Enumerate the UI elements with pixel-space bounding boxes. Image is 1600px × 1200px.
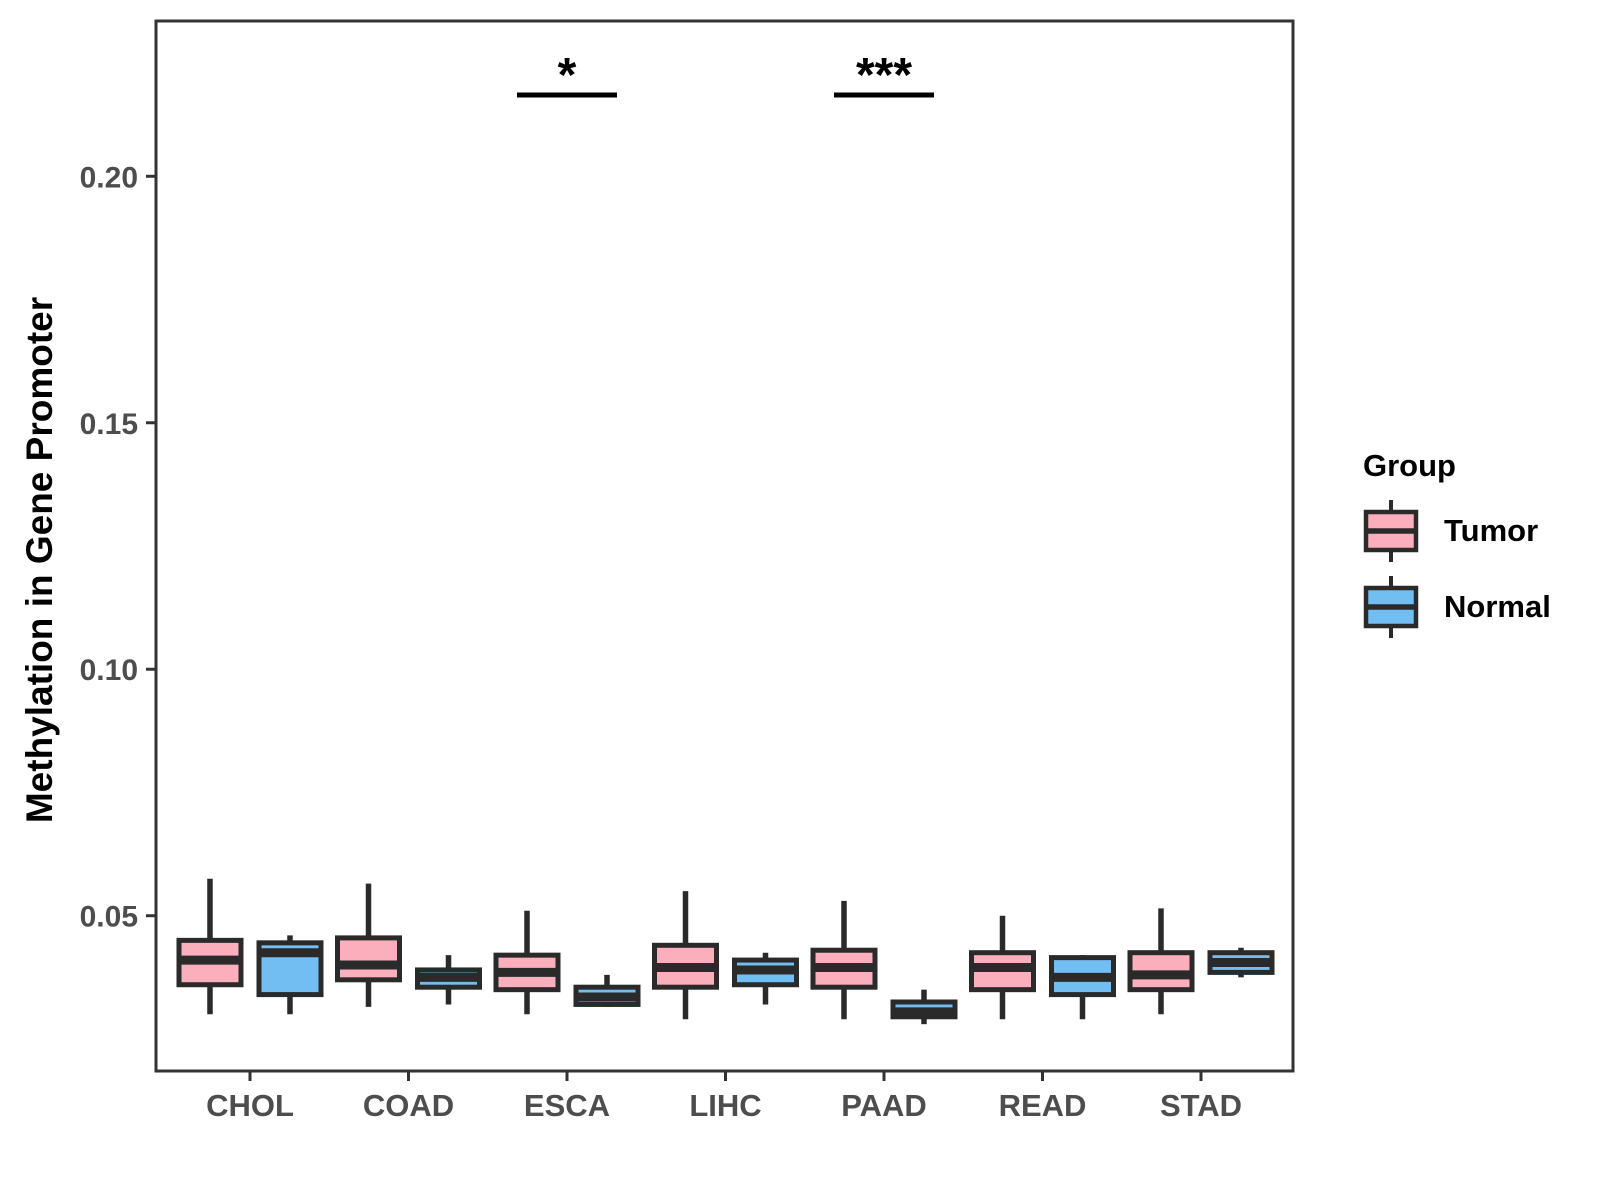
legend-label-normal: Normal bbox=[1444, 589, 1551, 624]
significance-paad: *** bbox=[834, 49, 934, 102]
box-normal-coad bbox=[415, 955, 482, 1005]
y-tick-label: 0.15 bbox=[80, 408, 138, 441]
normal-boxplot-key-icon bbox=[1363, 576, 1419, 638]
box-tumor-chol bbox=[176, 878, 244, 1015]
box-normal-paad bbox=[890, 989, 958, 1025]
x-tick-label-paad: PAAD bbox=[841, 1088, 927, 1123]
legend-item-normal: Normal bbox=[1363, 574, 1551, 640]
box-tumor-lihc bbox=[652, 891, 719, 1020]
box-tumor-paad bbox=[810, 900, 878, 1020]
box-normal-esca bbox=[573, 974, 641, 1007]
box-tumor-esca bbox=[493, 910, 561, 1015]
x-tick-label-stad: STAD bbox=[1160, 1088, 1242, 1123]
y-tick-label: 0.05 bbox=[80, 901, 138, 934]
iqr-box bbox=[335, 935, 402, 983]
y-tick-label: 0.20 bbox=[80, 161, 138, 194]
y-axis-title: Methylation in Gene Promoter bbox=[19, 296, 60, 824]
legend-item-tumor: Tumor bbox=[1363, 498, 1551, 564]
box-normal-lihc bbox=[732, 952, 799, 1005]
box-tumor-stad bbox=[1127, 908, 1195, 1015]
x-tick-label-read: READ bbox=[999, 1088, 1087, 1123]
legend-title: Group bbox=[1363, 448, 1456, 483]
y-tick-label: 0.10 bbox=[80, 654, 138, 687]
plot-panel bbox=[154, 19, 1295, 1073]
significance-esca: * bbox=[517, 49, 617, 102]
significance-stars: *** bbox=[856, 49, 912, 102]
significance-stars: * bbox=[558, 49, 577, 102]
x-tick-label-chol: CHOL bbox=[206, 1088, 294, 1123]
x-tick-label-coad: COAD bbox=[363, 1088, 454, 1123]
box-normal-read bbox=[1049, 955, 1116, 1020]
x-tick-label-esca: ESCA bbox=[524, 1088, 610, 1123]
legend-label-tumor: Tumor bbox=[1444, 513, 1539, 548]
box-normal-chol bbox=[256, 935, 324, 1015]
box-tumor-read bbox=[969, 915, 1036, 1020]
box-normal-stad bbox=[1207, 947, 1275, 978]
box-tumor-coad bbox=[335, 883, 402, 1007]
tumor-boxplot-key-icon bbox=[1363, 500, 1419, 562]
x-tick-label-lihc: LIHC bbox=[689, 1088, 761, 1123]
legend: Group Tumor Normal bbox=[1363, 448, 1551, 650]
